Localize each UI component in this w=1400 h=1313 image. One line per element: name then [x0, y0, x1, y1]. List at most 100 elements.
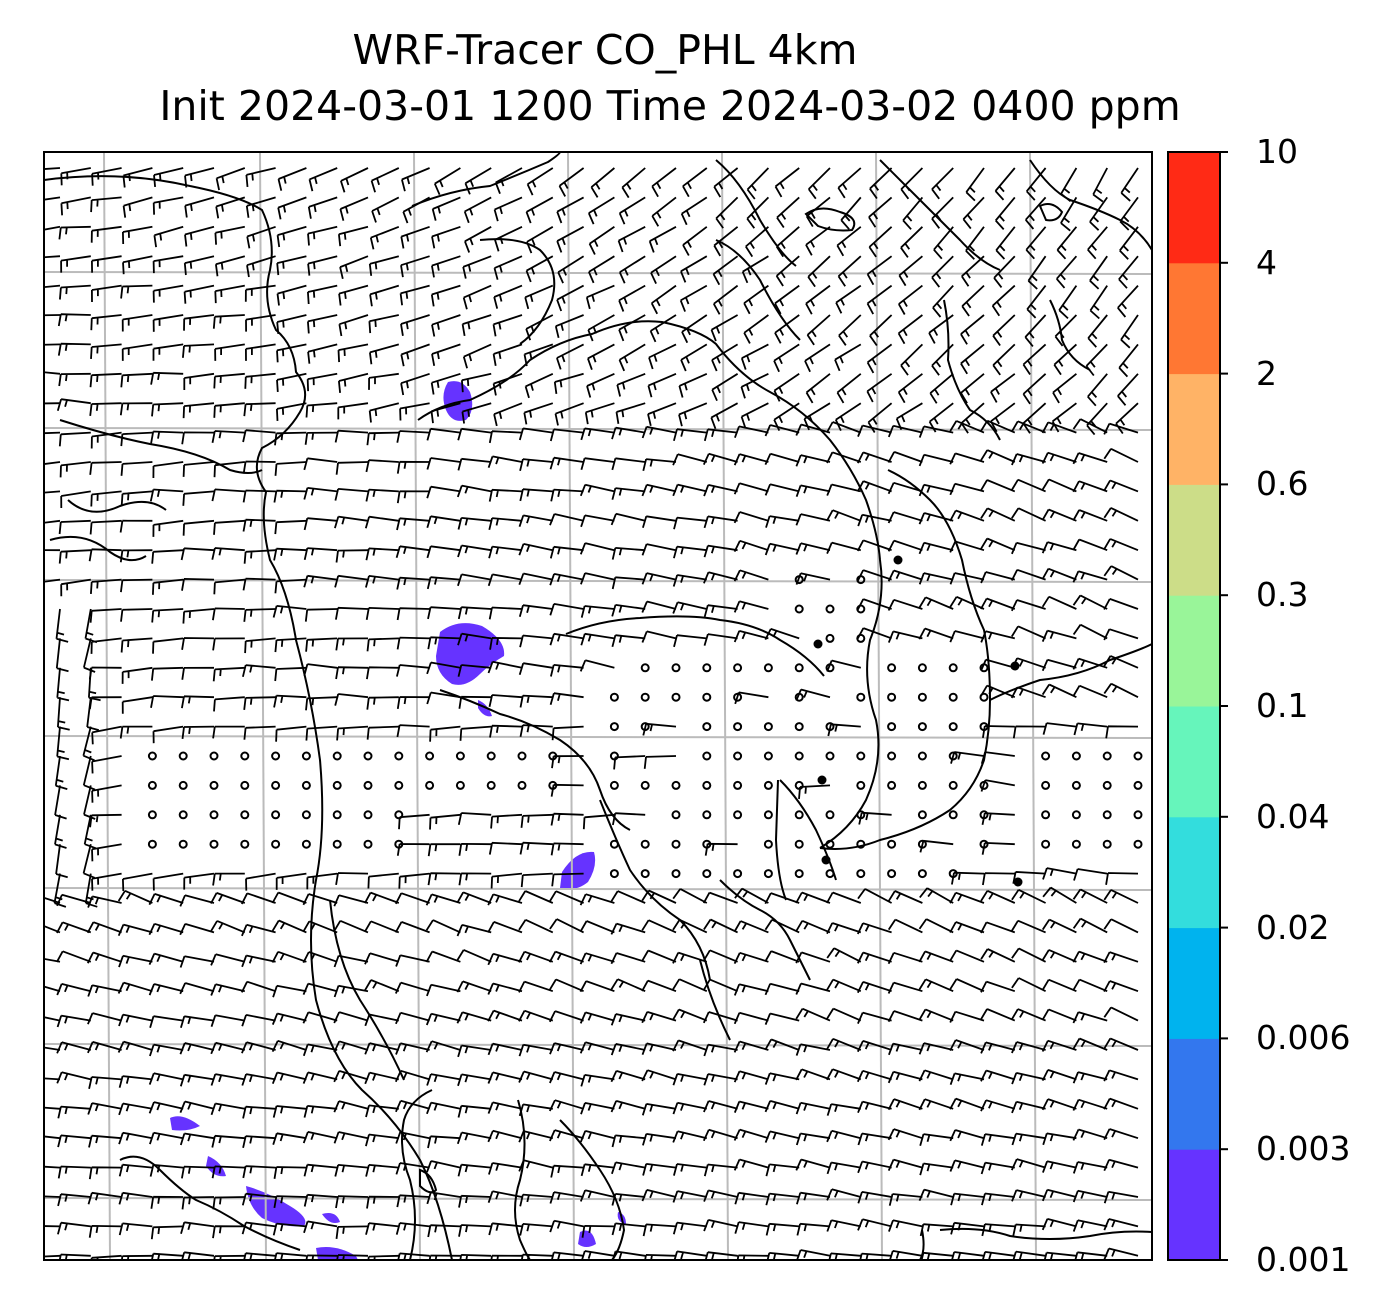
wind-barb [610, 512, 646, 526]
wind-barb [647, 372, 677, 398]
wind-barb [918, 1008, 954, 1022]
wind-barb [243, 696, 276, 711]
wind-barb [795, 1132, 831, 1146]
wind-barb [618, 255, 646, 284]
wind-barb [121, 696, 153, 714]
wind-barb [456, 924, 492, 937]
wind-barb [90, 1254, 122, 1260]
wind-barb [902, 196, 924, 230]
wind-barb [487, 1129, 523, 1143]
wind-barb [122, 167, 153, 188]
wind-barb [949, 509, 985, 522]
wind-barb [337, 343, 369, 363]
wind-barb [734, 887, 769, 904]
wind-barb [89, 461, 122, 475]
calm-circle [825, 633, 835, 643]
wind-barb [212, 872, 245, 886]
calm-circle [178, 839, 188, 849]
wind-barb [795, 919, 831, 934]
wind-barb [775, 226, 800, 258]
wind-barb [425, 1040, 461, 1053]
wind-barb [519, 1223, 553, 1236]
wind-barb [642, 458, 677, 472]
coastline [514, 1099, 531, 1260]
wind-barb [610, 978, 646, 993]
wind-barb [1103, 682, 1139, 699]
wind-barb [271, 1012, 307, 1025]
wind-barb [981, 1251, 1015, 1260]
wind-barb [549, 1219, 584, 1233]
calm-circle [486, 751, 496, 761]
wind-barb [1103, 1247, 1139, 1260]
wind-barb [773, 373, 800, 402]
wind-barb [44, 225, 61, 231]
calm-circle [609, 869, 619, 879]
wind-barb [148, 983, 184, 996]
wind-barb [44, 1135, 61, 1140]
wind-barb [888, 1193, 923, 1206]
wind-barb [549, 513, 584, 526]
map-frame [43, 151, 1153, 1261]
wind-barb [122, 196, 153, 218]
colorbar-tick-label: 0.003 [1256, 1129, 1351, 1169]
wind-barb [55, 638, 69, 673]
coastline [329, 899, 405, 1081]
wind-barb [44, 284, 61, 289]
wind-barb [1024, 314, 1047, 347]
wind-barb [980, 507, 1016, 522]
wind-barb [396, 664, 430, 677]
wind-barb [736, 1254, 769, 1260]
wind-barb [273, 1252, 307, 1260]
wind-barb [57, 1105, 91, 1119]
wind-barb [949, 572, 985, 585]
wind-barb [276, 284, 307, 306]
wind-barb [210, 1102, 245, 1116]
wind-barb [549, 545, 584, 559]
wind-barb [54, 814, 67, 849]
wind-barb [490, 872, 523, 889]
wind-barb [494, 167, 523, 195]
wind-barb [836, 373, 862, 404]
coastline [1049, 299, 1091, 371]
calm-circle [702, 692, 712, 702]
wind-barb [746, 167, 770, 200]
wind-barb [588, 226, 615, 255]
wind-barb [703, 918, 738, 934]
coastline [417, 320, 883, 849]
calm-circle [147, 751, 157, 761]
wind-barb [44, 957, 61, 963]
coastline [943, 299, 1001, 441]
wind-barb [919, 1133, 954, 1146]
wind-barb [550, 783, 584, 797]
calm-circle [640, 839, 650, 849]
wind-barb [826, 1007, 862, 1022]
calm-circle [147, 780, 157, 790]
wind-barb [396, 460, 430, 474]
wind-barb [242, 489, 276, 503]
wind-barb [704, 842, 738, 856]
colorbar-tick-label: 0.6 [1256, 464, 1309, 504]
wind-barb [426, 1101, 461, 1115]
wind-barb [764, 1012, 800, 1025]
wind-barb [703, 1073, 738, 1086]
wind-barb [611, 457, 646, 471]
parallel-line [44, 887, 1152, 891]
wind-barb [149, 488, 184, 502]
colorbar-segment [1168, 1149, 1220, 1261]
wind-barb [457, 427, 492, 441]
wind-barb [1060, 196, 1078, 232]
wind-barb [1073, 868, 1108, 881]
wind-barb [148, 922, 184, 936]
wind-barb [887, 918, 923, 934]
calm-circle [1041, 751, 1051, 761]
calm-circle [702, 722, 712, 732]
wind-barb [774, 284, 800, 315]
wind-barb [702, 1011, 738, 1024]
wind-barb [90, 225, 122, 243]
calm-circle [948, 780, 958, 790]
wind-barb [611, 426, 646, 440]
wind-barb [44, 985, 61, 993]
wind-barb [57, 1165, 91, 1179]
wind-barb [240, 980, 276, 993]
calm-circle [671, 663, 681, 673]
